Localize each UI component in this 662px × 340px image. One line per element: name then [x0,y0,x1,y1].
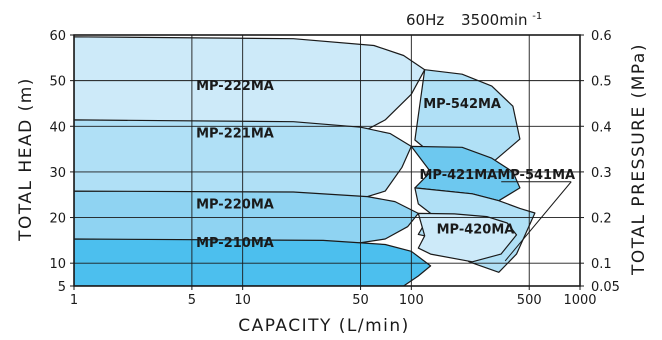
x-tick-label: 1 [70,293,78,308]
x-tick-label: 5 [188,293,196,308]
y-tick-label: 40 [49,120,66,135]
series-label: MP-420MA [437,223,515,238]
series-label: MP-221MA [196,127,274,142]
x-tick-label: 500 [517,293,542,308]
y-tick-label: 10 [49,257,66,272]
speed-unit-exponent: -1 [532,11,542,22]
y-tick-label: 20 [49,212,66,227]
y-tick-label: 30 [49,166,66,181]
region-mp-420ma [417,212,518,263]
x-tick-label: 100 [399,293,424,308]
y2-tick-label: 0.1 [591,257,612,272]
operating-condition: 60Hz 3500min -1 [406,11,542,29]
series-label: MP-421MA [419,168,497,183]
series-label: MP-220MA [196,197,274,212]
y-tick-label: 60 [49,29,66,44]
series-label: MP-210MA [196,236,274,251]
speed-label: 3500min [461,11,527,29]
series-label: MP-542MA [423,97,501,112]
region-mp-421ma [410,145,521,202]
y2-tick-label: 0.3 [591,166,612,181]
y-axis-title: TOTAL HEAD (m) [16,77,36,242]
y2-axis-title: TOTAL PRESSURE (MPa) [629,43,649,276]
plot-frame [73,34,581,287]
series-label: MP-222MA [196,79,274,94]
y2-tick-label: 0.2 [591,212,612,227]
x-tick-label: 1000 [563,293,596,308]
x-tick-label: 10 [234,293,251,308]
y-tick-label: 50 [49,75,66,90]
grid-lines [70,34,584,290]
y2-tick-label: 0.6 [591,29,612,44]
frequency-label: 60Hz [406,11,444,29]
y2-tick-label: 0.4 [591,120,612,135]
tick-labels: 1 5 10 50 100 500 100051020304050600.050.10.20… [49,29,620,308]
y2-tick-label: 0.5 [591,75,612,90]
x-axis-title: CAPACITY (L/min) [238,316,410,336]
y-tick-label: 5 [58,280,66,295]
series-label: MP-541MA [497,168,575,183]
leader-line [504,181,572,262]
model-labels: MP-222MA MP-221MA MP-220MA MP-210MA MP-542MA… [196,79,575,262]
x-tick-label: 50 [352,293,369,308]
y2-tick-label: 0.05 [591,280,620,295]
